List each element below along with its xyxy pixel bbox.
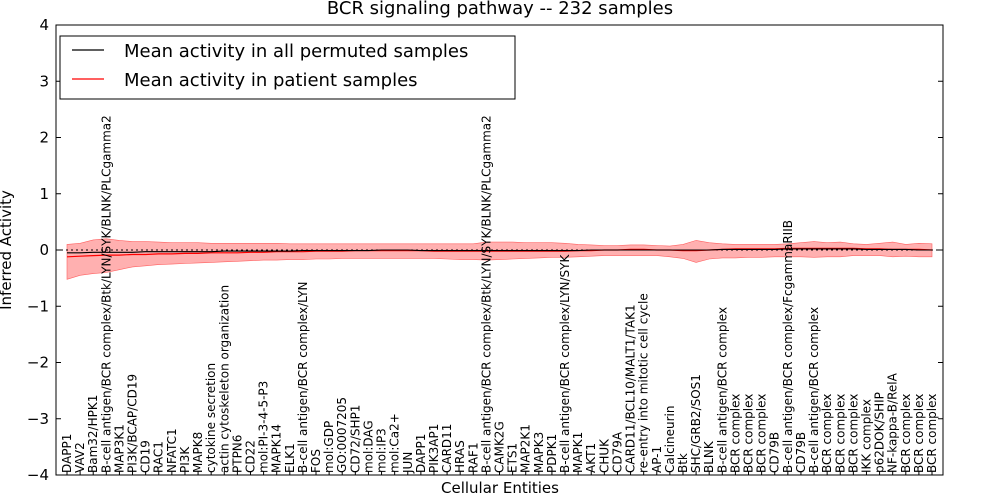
x-entity-label: B-cell antigen/BCR complex/LYN — [296, 281, 310, 473]
permuted-mean-line — [67, 248, 932, 254]
x-entity-label: B-cell antigen/BCR complex — [715, 307, 729, 473]
x-entity-label: MAPK8 — [191, 432, 205, 473]
x-axis-label: Cellular Entities — [441, 479, 559, 497]
x-entity-label: PIK3AP1 — [427, 424, 441, 473]
x-entity-label: SHC/GRB2/SOS1 — [689, 374, 703, 473]
x-entity-label: MAPK3 — [532, 432, 546, 473]
chart-title: BCR signaling pathway -- 232 samples — [327, 0, 673, 19]
x-entity-label: PTPN6 — [230, 435, 244, 473]
y-tick-label: 2 — [39, 129, 49, 147]
x-entity-label: B-cell antigen/BCR complex/LYN/SYK — [558, 253, 572, 473]
x-entity-label: NF-kappa-B/RelA — [886, 372, 900, 473]
x-entity-label: CD79B — [768, 432, 782, 473]
x-entity-label: BCR complex — [846, 394, 860, 473]
x-entity-label: NFATC1 — [165, 428, 179, 473]
x-entity-label: HRAS — [453, 440, 467, 473]
x-entity-label: mol:DAG — [361, 420, 375, 473]
x-entity-label: CARD11 — [440, 424, 454, 473]
x-entity-label: BCR complex — [742, 394, 756, 473]
x-entity-label: B-cell antigen/BCR complex/Btk/LYN/SYK/B… — [99, 115, 113, 473]
x-entity-label: p62DOK/SHIP — [873, 392, 887, 473]
x-entity-label: MAPK14 — [270, 424, 284, 473]
x-entity-label: PI3K/BCAP/CD19 — [126, 374, 140, 473]
x-entity-label: BCR complex — [912, 394, 926, 473]
patient-confidence-band-layer — [66, 238, 933, 280]
x-entity-label: BCR complex — [755, 394, 769, 473]
x-entity-label: BCR complex — [925, 394, 939, 473]
x-entity-label: mol:Ca2+ — [388, 413, 402, 473]
y-tick-label: −1 — [27, 297, 49, 315]
x-entity-label: BCR complex — [833, 394, 847, 473]
x-entity-label: mol:PI-3-4-5-P3 — [257, 381, 271, 473]
legend-label-patient: Mean activity in patient samples — [124, 70, 418, 91]
y-tick-label: 4 — [39, 16, 49, 34]
x-entity-label: MAP2K1 — [519, 424, 533, 473]
x-entity-label: IKK complex — [860, 399, 874, 473]
y-axis-label: Inferred Activity — [0, 190, 15, 310]
x-entity-label: B-cell antigen/BCR complex/FcgammaRIIB — [781, 220, 795, 473]
x-entity-label: FOS — [309, 449, 323, 473]
x-entity-label: CD22 — [244, 440, 258, 473]
x-entity-label: CD72/SHP1 — [348, 405, 362, 473]
x-entity-label: CD79B — [794, 432, 808, 473]
x-entity-label: actin cytoskeleton organization — [217, 285, 231, 473]
x-entity-label: CHUK — [597, 438, 611, 473]
x-entity-label: GO:0007205 — [335, 397, 349, 473]
x-entity-label: AKT1 — [584, 443, 598, 473]
y-tick-label: 1 — [39, 185, 49, 203]
y-tick-label: 3 — [39, 72, 49, 90]
x-entity-label: MAPK1 — [571, 432, 585, 473]
x-entity-label: CD79A — [611, 431, 625, 473]
x-entity-label: ELK1 — [283, 443, 297, 473]
x-entity-label: DAPP1 — [414, 434, 428, 473]
legend-box — [59, 35, 516, 100]
legend-label-permuted: Mean activity in all permuted samples — [124, 41, 468, 62]
x-entity-label: mol:GDP — [322, 421, 336, 473]
y-tick-label: −2 — [27, 354, 49, 372]
y-tick-label: 0 — [39, 241, 49, 259]
x-entity-label: BCR complex — [899, 394, 913, 473]
x-entity-label: AP-1 — [650, 446, 664, 473]
x-entity-label: RAC1 — [152, 441, 166, 473]
x-entity-label: Calcineurin — [663, 406, 677, 473]
y-tick-label: −4 — [27, 466, 49, 484]
x-entity-label: CD19 — [139, 440, 153, 473]
x-entity-label: mol:IP3 — [375, 428, 389, 473]
x-entity-label: RAF1 — [466, 442, 480, 473]
x-entity-label: Bam32/HPK1 — [86, 395, 100, 473]
y-axis-ticks: −4 −3 −2 −1 0 1 2 3 4 — [27, 16, 943, 484]
x-entity-label: PI3K — [178, 446, 192, 473]
x-entity-label: CARD11/BCL10/MALT1/TAK1 — [624, 304, 638, 473]
x-entity-label: CAMK2G — [493, 421, 507, 473]
series-lines-layer — [66, 247, 933, 258]
x-entity-label: MAP3K1 — [112, 424, 126, 473]
y-tick-label: −3 — [27, 410, 49, 428]
x-entity-label: VAV2 — [73, 442, 87, 473]
x-entity-label: DAPP1 — [60, 434, 74, 473]
x-entity-label: cytokine secretion — [204, 363, 218, 473]
x-entity-label: PDPK1 — [545, 434, 559, 473]
x-entity-label: B-cell antigen/BCR complex — [807, 307, 821, 473]
patient-confidence-band — [66, 238, 933, 280]
x-entity-label: BLNK — [702, 440, 716, 473]
legend: Mean activity in all permuted samples Me… — [59, 35, 516, 100]
x-entity-label: JUN — [401, 452, 415, 474]
x-entity-label: ETS1 — [506, 443, 520, 473]
x-entity-label: B-cell antigen/BCR complex/Btk/LYN/SYK/B… — [479, 115, 493, 473]
x-entity-label: BCR complex — [728, 394, 742, 473]
x-axis-entity-labels: DAPP1 VAV2 Bam32/HPK1 B-cell antigen/BCR co… — [60, 115, 939, 475]
x-entity-label: re-entry into mitotic cell cycle — [637, 293, 651, 473]
x-entity-label: Btk — [676, 453, 690, 473]
x-entity-label: BCR complex — [820, 394, 834, 473]
